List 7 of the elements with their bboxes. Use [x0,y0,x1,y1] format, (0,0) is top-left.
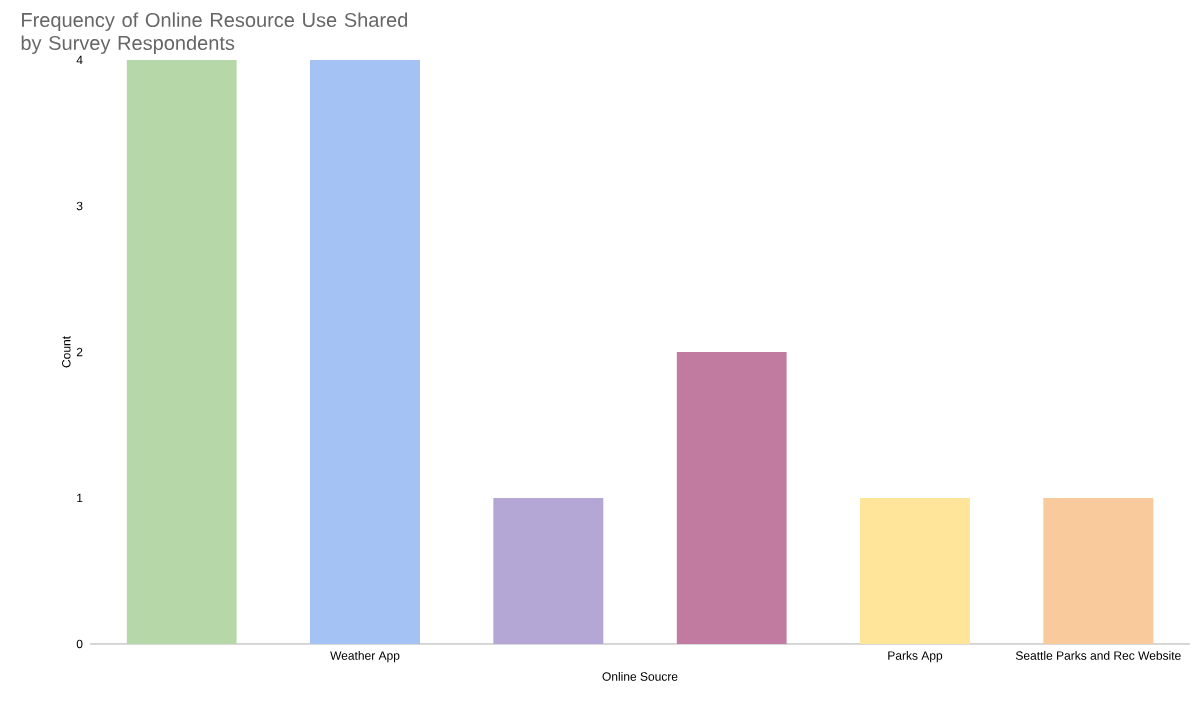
bar [1043,497,1154,644]
bar [676,351,787,644]
bar [493,497,604,644]
bar [859,497,970,644]
chart-title: Frequency of Online Resource Use Shared by Survey Respondents [21,12,408,55]
bar [310,59,420,644]
bar [126,59,237,644]
